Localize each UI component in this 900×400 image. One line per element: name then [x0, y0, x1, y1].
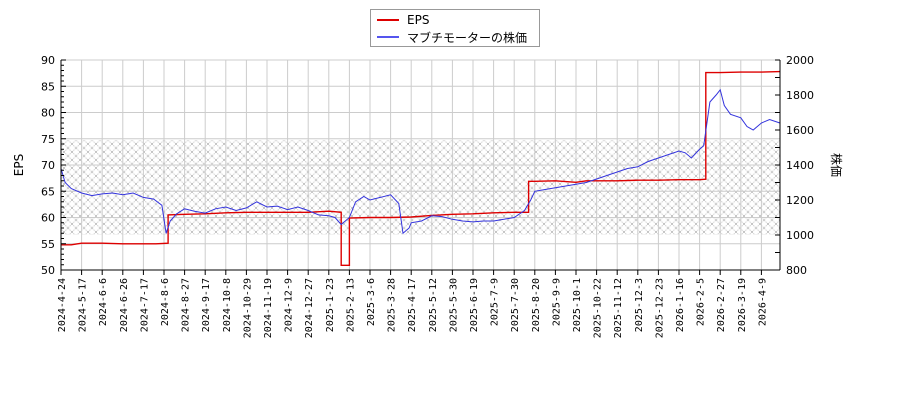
x-tick-label: 2024-6-26 [119, 278, 130, 332]
legend-item-eps: EPS [377, 12, 429, 28]
x-tick-label: 2024-8-6 [160, 278, 171, 326]
left-tick-label: 55 [41, 238, 55, 251]
x-tick-label: 2024-11-19 [263, 278, 274, 338]
x-tick-label: 2025-5-12 [428, 278, 439, 332]
x-tick-label: 2024-6-6 [98, 278, 109, 326]
x-tick-label: 2025-9-9 [551, 278, 562, 326]
x-tick-label: 2025-7-30 [510, 278, 521, 332]
x-tick-label: 2024-4-24 [57, 278, 68, 332]
legend-label-eps: EPS [407, 13, 430, 27]
left-tick-label: 50 [41, 264, 55, 277]
left-tick-label: 70 [41, 159, 55, 172]
x-tick-label: 2025-12-23 [654, 278, 665, 338]
data-series [60, 70, 781, 266]
x-tick-label: 2024-8-27 [181, 278, 192, 332]
x-tick-label: 2025-3-28 [387, 278, 398, 332]
x-tick-label: 2025-2-13 [345, 278, 356, 332]
x-tick-label: 2024-10-8 [222, 278, 233, 332]
price-line [60, 88, 781, 235]
right-tick-label: 800 [786, 264, 807, 277]
x-tick-label: 2025-1-23 [325, 278, 336, 332]
x-tick-label: 2025-10-22 [593, 278, 604, 338]
x-tick-label: 2025-10-1 [572, 278, 583, 332]
x-tick-label: 2024-12-27 [304, 278, 315, 338]
x-tick-label: 2025-5-30 [448, 278, 459, 332]
left-tick-label: 85 [41, 80, 55, 93]
right-tick-label: 1000 [786, 229, 814, 242]
x-tick-label: 2024-12-9 [284, 278, 295, 332]
legend-label-price: マブチモーターの株価 [407, 30, 528, 45]
x-tick-label: 2026-3-19 [737, 278, 748, 332]
x-tick-label: 2025-6-19 [469, 278, 480, 332]
y-axis-label-price: 株価 [829, 153, 844, 177]
x-tick-label: 2026-2-27 [716, 278, 727, 332]
legend: EPS マブチモーターの株価 [370, 9, 540, 47]
legend-item-price: マブチモーターの株価 [377, 29, 527, 45]
left-tick-label: 90 [41, 54, 55, 67]
x-tick-label: 2024-7-17 [139, 278, 150, 332]
eps-line [61, 70, 780, 266]
right-tick-label: 1200 [786, 194, 814, 207]
x-tick-label: 2025-8-20 [531, 278, 542, 332]
y-axis-label-eps: EPS [12, 154, 26, 176]
x-tick-label: 2025-12-3 [634, 278, 645, 332]
left-tick-label: 60 [41, 212, 55, 225]
eps-line-swatch-icon [377, 19, 399, 21]
left-tick-label: 65 [41, 185, 55, 198]
x-tick-label: 2024-9-17 [201, 278, 212, 332]
x-tick-label: 2025-7-9 [490, 278, 501, 326]
price-line-swatch-icon [377, 36, 399, 38]
x-tick-label: 2024-5-17 [78, 278, 89, 332]
right-tick-label: 1800 [786, 89, 814, 102]
left-tick-label: 80 [41, 107, 55, 120]
right-tick-label: 1400 [786, 159, 814, 172]
hatched-band [61, 140, 780, 235]
x-tick-label: 2024-10-29 [242, 278, 253, 338]
x-tick-label: 2025-3-6 [366, 278, 377, 326]
left-tick-label: 75 [41, 133, 55, 146]
x-tick-label: 2025-4-17 [407, 278, 418, 332]
right-tick-label: 2000 [786, 54, 814, 67]
x-tick-label: 2026-2-5 [696, 278, 707, 326]
x-tick-label: 2025-11-12 [613, 278, 624, 338]
x-tick-label: 2026-4-9 [757, 278, 768, 326]
x-tick-label: 2026-1-16 [675, 278, 686, 332]
axes: 50 55 60 65 70 75 80 85 90 800 1000 1200 1400 1600 180… [12, 54, 844, 338]
right-tick-label: 1600 [786, 124, 814, 137]
